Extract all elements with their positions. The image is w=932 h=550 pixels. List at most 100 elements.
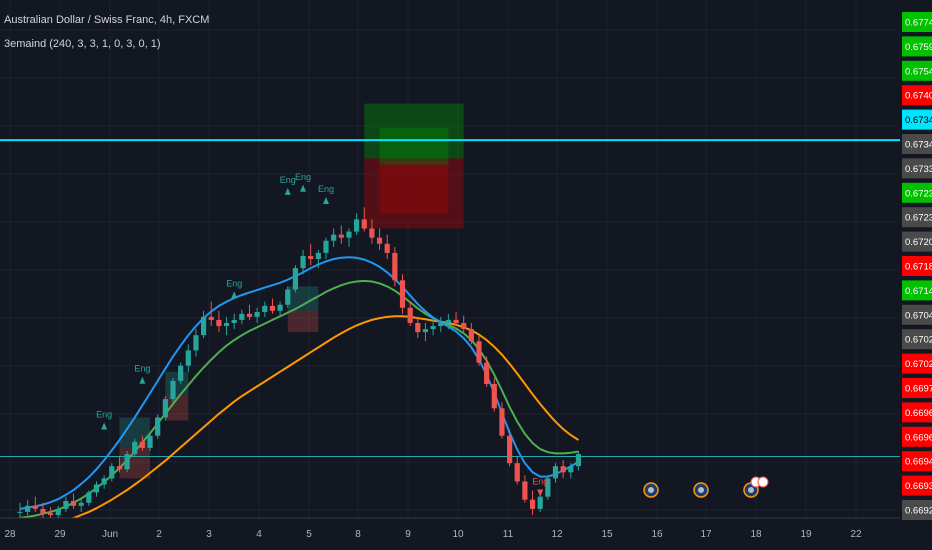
price-label-text: 0.66975 xyxy=(905,384,932,395)
price-label-bg xyxy=(902,134,932,154)
price-axis-label: 0.67346 xyxy=(902,109,932,130)
candle-body xyxy=(70,500,77,506)
candle-body xyxy=(231,319,237,323)
economic-events[interactable] xyxy=(643,476,769,498)
candle xyxy=(262,301,268,317)
time-axis-bg xyxy=(0,518,900,550)
candle xyxy=(246,304,253,320)
candle-body xyxy=(55,508,61,515)
candle-body xyxy=(415,322,421,333)
price-label-text: 0.67407 xyxy=(905,91,932,102)
candle-body xyxy=(254,312,260,317)
candle-body xyxy=(491,383,497,409)
price-axis-label: 0.66932 xyxy=(902,475,932,496)
candle xyxy=(269,298,276,314)
candle xyxy=(346,228,352,247)
candle-body xyxy=(399,280,406,308)
candle xyxy=(162,396,168,421)
candle xyxy=(116,457,123,473)
eng-label: Eng xyxy=(226,278,242,288)
price-label-text: 0.66964 xyxy=(905,408,932,419)
candle-body xyxy=(124,454,130,470)
time-tick-label: 19 xyxy=(800,529,812,540)
candle xyxy=(438,316,444,333)
time-tick-label: 2 xyxy=(156,529,162,540)
candle xyxy=(185,344,191,372)
candle xyxy=(430,319,436,336)
candle-body xyxy=(560,466,566,473)
flag-event-dot xyxy=(748,487,754,493)
candle-body xyxy=(178,365,184,381)
candle-body xyxy=(338,234,344,238)
candle-body xyxy=(514,463,520,482)
price-axis-label: 0.67407 xyxy=(902,85,932,106)
price-axis-label: 0.67236 xyxy=(902,207,932,228)
candle-body xyxy=(499,408,505,436)
candle xyxy=(178,362,184,384)
price-label-text: 0.67346 xyxy=(905,115,932,126)
candle-body xyxy=(545,478,551,497)
eng-label: Eng xyxy=(318,184,334,194)
price-axis-label: 0.66961 xyxy=(902,426,932,447)
candle-body xyxy=(308,255,314,259)
time-axis[interactable]: 28 29 Jun 2 3 4 5 8 9 10 11 12 15 16 17 18 19 22 xyxy=(0,517,900,550)
eng-up-arrow xyxy=(139,376,146,384)
candle xyxy=(376,228,383,250)
candle-body xyxy=(422,329,429,333)
price-label-text: 0.67595 xyxy=(905,42,932,53)
price-label-bg xyxy=(902,280,932,301)
candle xyxy=(445,313,451,330)
candle xyxy=(392,246,398,287)
candle-body xyxy=(376,237,383,244)
candle xyxy=(292,265,298,293)
candle xyxy=(484,356,490,387)
candle xyxy=(124,450,130,473)
candle-body xyxy=(86,492,92,503)
time-tick-label: 15 xyxy=(601,529,613,540)
candle-body xyxy=(484,362,490,384)
eng-label: Eng xyxy=(295,172,311,182)
candle-body xyxy=(116,466,123,470)
candle-body xyxy=(552,466,559,479)
candle xyxy=(223,316,230,336)
eng-up-arrow xyxy=(323,196,329,204)
candle xyxy=(529,490,536,515)
price-axis-label: 0.66964 xyxy=(902,402,932,423)
candle xyxy=(70,493,77,509)
price-label-bg xyxy=(902,353,932,374)
candle-body xyxy=(522,481,528,500)
price-label-text: 0.67021 xyxy=(905,359,932,370)
candle xyxy=(514,457,520,485)
candle xyxy=(415,316,421,339)
candlesticks xyxy=(17,207,582,522)
candle-body xyxy=(170,380,176,400)
price-label-text: 0.67201 xyxy=(905,237,932,248)
candle xyxy=(25,499,31,515)
candle-body xyxy=(262,305,268,313)
price-label-text: 0.66932 xyxy=(905,481,932,492)
candle-body xyxy=(162,399,168,418)
candle-body xyxy=(269,305,276,311)
indicator-label[interactable]: 3emaind (240, 3, 3, 1, 0, 3, 0, 1) xyxy=(4,38,161,50)
candle-body xyxy=(185,350,191,366)
candle-body xyxy=(25,505,31,512)
price-label-bg xyxy=(902,36,932,57)
eng-label: Eng xyxy=(532,476,548,486)
candle xyxy=(522,475,528,503)
horizontal-lines[interactable] xyxy=(0,139,900,457)
candle xyxy=(308,243,314,266)
time-tick-label: 9 xyxy=(405,529,411,540)
flag-event-dot xyxy=(698,487,704,493)
zone-box xyxy=(165,371,189,397)
candle xyxy=(399,274,406,314)
price-label-bg xyxy=(902,85,932,106)
candle xyxy=(453,312,459,327)
eng-label: Eng xyxy=(96,409,112,419)
candle-body xyxy=(430,326,436,330)
time-tick-label: 3 xyxy=(206,529,212,540)
time-tick-label: 22 xyxy=(850,529,862,540)
